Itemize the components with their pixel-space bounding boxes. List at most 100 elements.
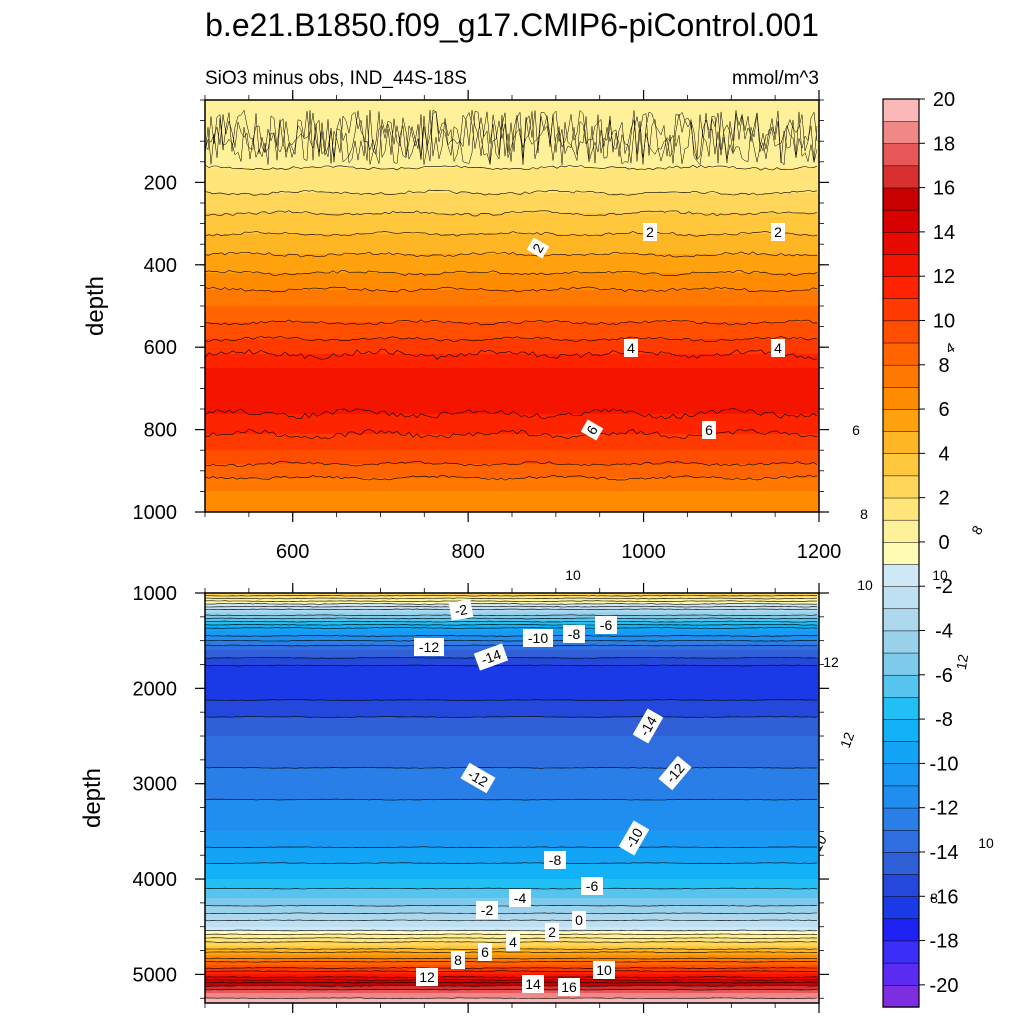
contour-band (205, 369, 819, 371)
colorbar-swatch (882, 918, 920, 942)
contour-band (205, 662, 819, 664)
contour-band (205, 227, 819, 229)
contour-band (205, 171, 819, 173)
contour-band (205, 299, 819, 301)
contour-band (205, 701, 819, 703)
contour-line (205, 620, 818, 623)
contour-band (205, 665, 819, 667)
contour-band (205, 360, 819, 362)
contour-band (205, 790, 819, 792)
colorbar-swatch (882, 652, 920, 676)
contour-label-text: -6 (600, 617, 613, 633)
contour-band (205, 600, 819, 602)
contour-band (205, 210, 819, 212)
contour-band (205, 336, 819, 338)
contour-band (205, 841, 819, 843)
contour-band (205, 686, 819, 688)
contour-label: 10 (562, 566, 584, 584)
contour-line (205, 635, 818, 637)
contour-band (205, 995, 819, 997)
contour-band (205, 744, 819, 746)
contour-label-text: 12 (419, 969, 435, 985)
contour-band (205, 197, 819, 199)
contour-band (205, 326, 819, 328)
contour-band (205, 635, 819, 637)
contour-band (205, 398, 819, 400)
contour-band (205, 117, 819, 119)
contour-band (205, 834, 819, 836)
contour-band (205, 782, 819, 784)
contour-band (205, 712, 819, 714)
colorbar-swatch (882, 342, 920, 366)
contour-label-text: -8 (549, 852, 562, 868)
contour-band (205, 928, 819, 930)
contour-band (205, 208, 819, 210)
contour-label-text: -4 (514, 890, 527, 906)
contour-band (205, 610, 819, 612)
contour-band (205, 294, 819, 296)
contour-band (205, 714, 819, 716)
contour-line (205, 597, 818, 600)
contour-band (205, 828, 819, 830)
contour-band (205, 158, 819, 160)
contour-label-text: -2 (481, 902, 494, 918)
colorbar-swatch (882, 674, 920, 698)
contour-band (205, 361, 819, 363)
contour-band (205, 724, 819, 726)
contour-band (205, 611, 819, 613)
contour-label-text: -10 (528, 630, 548, 646)
contour-band (205, 324, 819, 326)
contour-band (205, 305, 819, 307)
contour-band (205, 249, 819, 251)
contour-band (205, 835, 819, 837)
contour-band (205, 785, 819, 787)
contour-band (205, 685, 819, 687)
contour-band (205, 719, 819, 721)
contour-band (205, 486, 819, 488)
contour-label: 12 (416, 968, 438, 986)
contour-band (205, 702, 819, 704)
contour-band (205, 127, 819, 129)
contour-band (205, 136, 819, 138)
contour-line (205, 594, 818, 597)
contour-band (205, 775, 819, 777)
contour-label-text: -14 (479, 646, 504, 668)
contour-band (205, 736, 819, 738)
contour-band (205, 728, 819, 730)
contour-band (205, 762, 819, 764)
colorbar-swatch (882, 320, 920, 344)
contour-band (205, 637, 819, 639)
contour-band (205, 125, 819, 127)
contour-band (205, 619, 819, 621)
contour-band (205, 607, 819, 609)
contour-band (205, 651, 819, 653)
contour-band (205, 399, 819, 401)
contour-line (205, 627, 818, 629)
contour-band (205, 981, 819, 983)
x-tick-label: 1200 (797, 541, 842, 563)
contour-band (205, 861, 819, 863)
contour-line (205, 605, 818, 608)
contour-band (205, 426, 819, 428)
colorbar-tick-label: -10 (930, 753, 959, 775)
contour-band (205, 251, 819, 253)
contour-band (205, 628, 819, 630)
contour-label: 2 (545, 923, 559, 941)
contour-band (205, 488, 819, 490)
contour-line (205, 985, 817, 987)
colorbar-swatch (882, 298, 920, 322)
contour-band (205, 116, 819, 118)
contour-band (205, 951, 819, 953)
contour-band (205, 655, 819, 657)
contour-line (205, 319, 818, 326)
contour-band (205, 706, 819, 708)
contour-band (205, 313, 819, 315)
contour-band (205, 717, 819, 719)
contour-band (205, 815, 819, 817)
colorbar-tick-label: -12 (930, 798, 959, 820)
contour-band (205, 363, 819, 365)
contour-band (205, 292, 819, 294)
contour-band (205, 165, 819, 167)
contour-band (205, 614, 819, 616)
contour-band (205, 483, 819, 485)
